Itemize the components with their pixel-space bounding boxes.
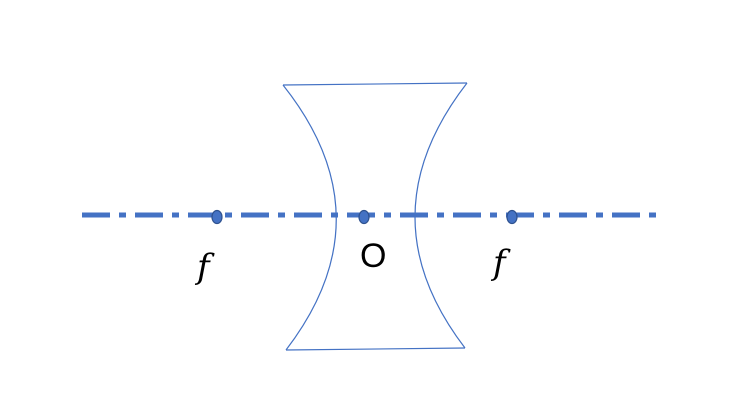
optical-center-label: O xyxy=(360,237,386,275)
lens-right-surface xyxy=(414,82,468,349)
concave-lens xyxy=(282,82,468,351)
right-focal-point xyxy=(506,209,518,225)
optical-center-point xyxy=(358,209,370,225)
right-focus-label: f xyxy=(490,243,511,283)
lens-left-surface xyxy=(282,84,337,351)
lens-top-edge xyxy=(282,82,468,86)
left-focus-label: f xyxy=(194,247,215,287)
left-focal-point xyxy=(211,209,223,225)
lens-bottom-edge xyxy=(285,347,466,351)
